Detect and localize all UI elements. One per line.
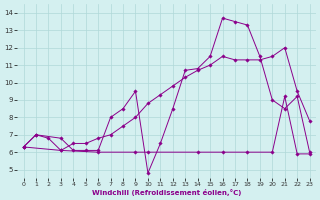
X-axis label: Windchill (Refroidissement éolien,°C): Windchill (Refroidissement éolien,°C) — [92, 189, 241, 196]
